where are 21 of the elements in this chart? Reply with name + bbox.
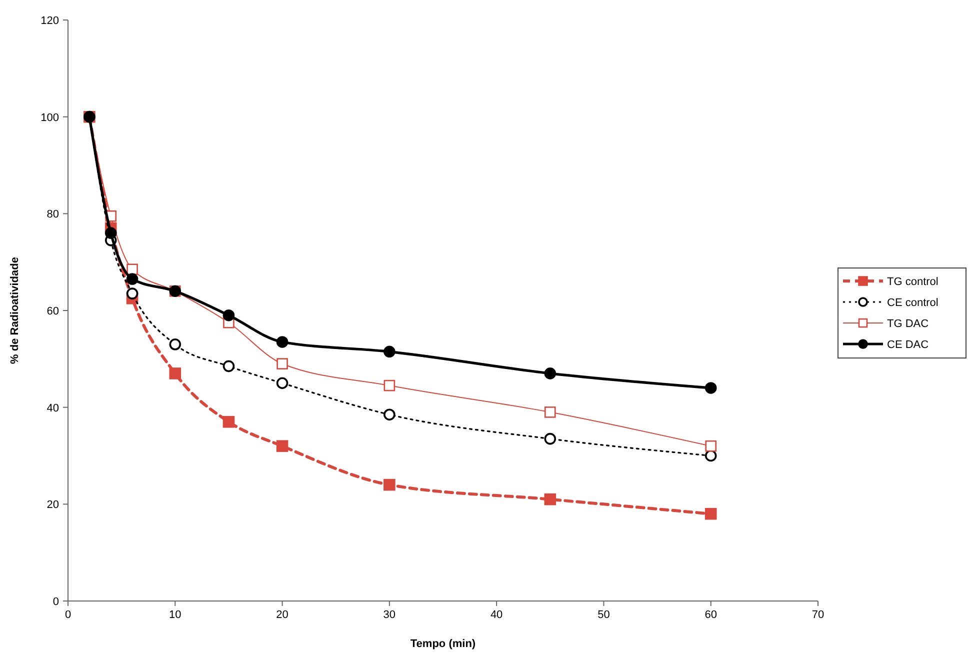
x-tick-label: 70: [812, 609, 824, 621]
x-tick-label: 20: [276, 609, 288, 621]
x-axis-title: Tempo (min): [410, 638, 476, 650]
y-tick-label: 120: [40, 15, 59, 27]
x-tick-label: 0: [64, 609, 72, 621]
y-tick-label: 100: [40, 112, 59, 124]
x-tick-label: 50: [598, 609, 610, 621]
y-tick-label: 80: [46, 208, 59, 221]
x-tick-label: 40: [490, 609, 503, 621]
legend-label: TG control: [887, 276, 938, 288]
x-tick-label: 60: [704, 609, 717, 621]
legend-label: CE DAC: [887, 339, 929, 351]
y-tick-label: 0: [52, 596, 59, 608]
legend-label: TG DAC: [887, 318, 929, 330]
y-tick-label: 60: [46, 306, 59, 318]
y-tick-label: 40: [46, 402, 59, 414]
x-tick-label: 10: [169, 609, 182, 621]
y-tick-label: 20: [46, 499, 59, 512]
x-tick-label: 30: [383, 609, 396, 621]
legend-label: CE control: [887, 297, 938, 309]
y-axis-title: % de Radioatividade: [9, 257, 21, 364]
